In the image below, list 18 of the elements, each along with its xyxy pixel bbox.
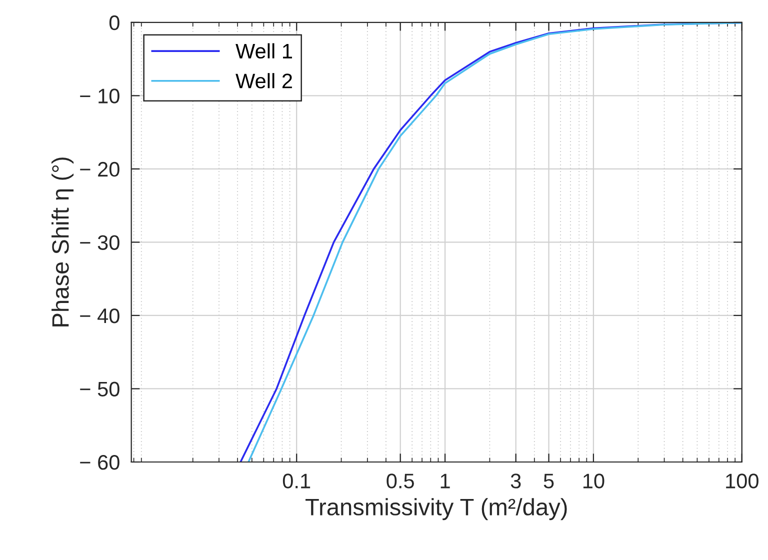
y-tick-label: − 30 — [80, 235, 120, 250]
x-tick-label: 0.1 — [282, 474, 310, 488]
x-axis-title: Transmissivity T (m²/day) — [306, 498, 567, 520]
x-tick-label: 1 — [440, 474, 450, 488]
x-tick-label: 5 — [544, 474, 554, 488]
y-tick-label: − 40 — [80, 308, 120, 324]
y-tick-label: 0 — [109, 15, 120, 30]
y-tick-label: − 10 — [80, 88, 120, 104]
x-tick-label: 100 — [726, 474, 758, 488]
y-tick-label: − 20 — [80, 162, 120, 177]
legend-label: Well 2 — [236, 73, 292, 88]
legend-label: Well 1 — [236, 43, 292, 59]
y-axis-title: Phase Shift η (°) — [52, 158, 74, 326]
y-tick-label: − 50 — [80, 382, 120, 396]
y-tick-label: − 60 — [80, 455, 120, 470]
x-tick-label: 3 — [510, 474, 521, 488]
x-tick-label: 10 — [583, 474, 604, 488]
x-tick-label: 0.5 — [386, 474, 414, 488]
